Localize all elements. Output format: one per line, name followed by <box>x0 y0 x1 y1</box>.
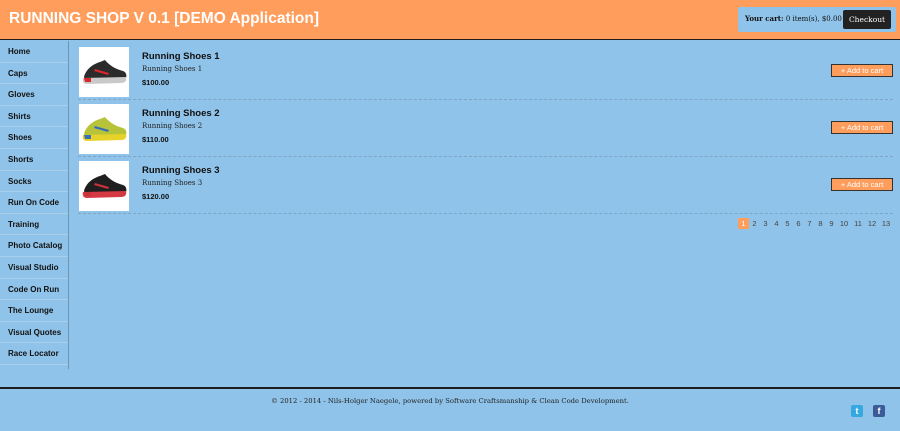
shoe-heel-accent <box>84 192 91 196</box>
shoe-sole <box>82 191 127 198</box>
page-link[interactable]: 6 <box>796 219 801 228</box>
page-link[interactable]: 12 <box>867 219 877 228</box>
product-name[interactable]: Running Shoes 3 <box>142 165 220 176</box>
facebook-icon[interactable]: f <box>873 405 885 417</box>
product-list: Running Shoes 1 Running Shoes 1 $100.00 … <box>78 43 893 214</box>
running-shoe-image <box>82 60 127 84</box>
shoe-stripe <box>94 126 109 132</box>
shoe-upper <box>84 174 127 194</box>
product-name[interactable]: Running Shoes 2 <box>142 108 220 119</box>
page-link[interactable]: 3 <box>763 219 768 228</box>
sidebar-item-home[interactable]: Home <box>0 41 68 63</box>
product-thumbnail[interactable] <box>79 47 129 97</box>
cart-widget: Your cart: 0 item(s), $0.00 Checkout <box>738 7 896 32</box>
category-sidebar: Home Caps Gloves Shirts Shoes Shorts Soc… <box>0 41 69 369</box>
product-description: Running Shoes 3 <box>142 179 203 187</box>
shoe-upper <box>84 60 127 80</box>
page-link[interactable]: 11 <box>854 219 862 228</box>
running-shoe-image <box>82 117 127 141</box>
shoe-heel-accent <box>84 78 91 82</box>
sidebar-item-gloves[interactable]: Gloves <box>0 84 68 106</box>
product-price: $110.00 <box>142 135 169 144</box>
page-link[interactable]: 2 <box>752 219 757 228</box>
sidebar-item-shoes[interactable]: Shoes <box>0 127 68 149</box>
product-name[interactable]: Running Shoes 1 <box>142 51 220 62</box>
cart-summary: 0 item(s), $0.00 <box>785 15 842 23</box>
add-to-cart-button[interactable]: + Add to cart <box>831 178 893 191</box>
sidebar-item-race-locator[interactable]: Race Locator <box>0 343 68 365</box>
sidebar-item-training[interactable]: Training <box>0 214 68 236</box>
add-to-cart-button[interactable]: + Add to cart <box>831 121 893 134</box>
product-price: $120.00 <box>142 192 170 201</box>
shoe-sole <box>82 77 127 84</box>
checkout-button[interactable]: Checkout <box>843 10 891 29</box>
product-thumbnail[interactable] <box>79 104 129 154</box>
shoe-stripe <box>94 69 109 75</box>
header-bar: RUNNING SHOP V 0.1 [DEMO Application] Yo… <box>0 0 900 40</box>
product-item: Running Shoes 2 Running Shoes 2 $110.00 … <box>78 100 893 157</box>
running-shoe-image <box>82 174 127 198</box>
page-link[interactable]: 10 <box>839 219 849 228</box>
sidebar-item-visual-quotes[interactable]: Visual Quotes <box>0 322 68 344</box>
sidebar-item-shorts[interactable]: Shorts <box>0 149 68 171</box>
page-link[interactable]: 8 <box>818 219 823 228</box>
product-description: Running Shoes 2 <box>142 122 203 130</box>
sidebar-item-caps[interactable]: Caps <box>0 63 68 85</box>
product-item: Running Shoes 1 Running Shoes 1 $100.00 … <box>78 43 893 100</box>
page-link[interactable]: 7 <box>807 219 812 228</box>
shoe-upper <box>84 117 127 137</box>
sidebar-item-socks[interactable]: Socks <box>0 171 68 193</box>
sidebar-item-the-lounge[interactable]: The Lounge <box>0 300 68 322</box>
sidebar-item-run-on-code[interactable]: Run On Code <box>0 192 68 214</box>
cart-status: Your cart: 0 item(s), $0.00 <box>745 14 842 23</box>
shoe-heel-accent <box>84 135 91 139</box>
product-thumbnail[interactable] <box>79 161 129 211</box>
page-link[interactable]: 9 <box>829 219 834 228</box>
page-link[interactable]: 4 <box>774 219 779 228</box>
sidebar-item-code-on-run[interactable]: Code On Run <box>0 279 68 301</box>
product-description: Running Shoes 1 <box>142 65 203 73</box>
page-link-current[interactable]: 1 <box>738 218 749 229</box>
product-price: $100.00 <box>142 78 170 87</box>
product-item: Running Shoes 3 Running Shoes 3 $120.00 … <box>78 157 893 214</box>
shoe-sole <box>82 134 127 141</box>
sidebar-item-photo-catalog[interactable]: Photo Catalog <box>0 235 68 257</box>
sidebar-item-visual-studio[interactable]: Visual Studio <box>0 257 68 279</box>
footer-divider <box>0 387 900 389</box>
page-link[interactable]: 5 <box>785 219 790 228</box>
page-link[interactable]: 13 <box>881 219 891 228</box>
footer-copyright: © 2012 - 2014 - Nils-Holger Naegele, pow… <box>271 397 629 405</box>
cart-label: Your cart: <box>745 14 784 23</box>
pagination: 1 2 3 4 5 6 7 8 9 10 11 12 13 <box>738 218 893 229</box>
shoe-stripe <box>94 183 109 189</box>
sidebar-item-shirts[interactable]: Shirts <box>0 106 68 128</box>
app-title: RUNNING SHOP V 0.1 [DEMO Application] <box>9 10 320 27</box>
add-to-cart-button[interactable]: + Add to cart <box>831 64 893 77</box>
twitter-icon[interactable]: t <box>851 405 863 417</box>
